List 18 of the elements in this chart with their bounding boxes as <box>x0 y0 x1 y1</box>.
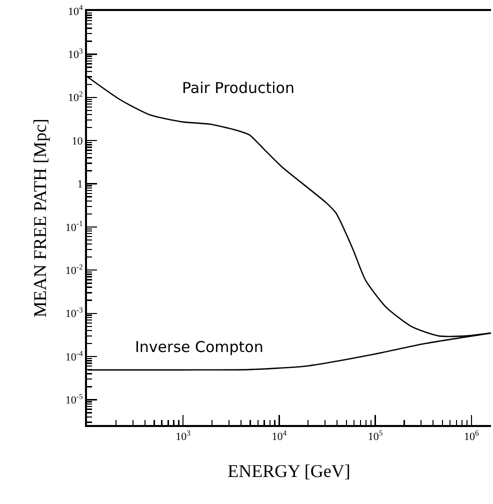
y-tick-label: 10$^{-4}$ <box>65 348 83 364</box>
x-tick-label: 10$^{3}$ <box>176 428 191 444</box>
y-tick-label: 10$^{-3}$ <box>65 306 83 320</box>
y-tick-label: 10$^{2}$ <box>68 90 83 104</box>
x-tick-label: 10$^{6}$ <box>464 428 479 444</box>
y-tick-label: 10$^{-5}$ <box>65 392 83 407</box>
series-label: Pair Production <box>182 79 294 97</box>
y-tick-label: 10$^{3}$ <box>68 46 83 62</box>
y-tick-label: 10 <box>72 135 84 148</box>
x-tick-label: 10$^{4}$ <box>272 428 287 444</box>
x-axis-title: ENERGY [GeV] <box>228 460 350 481</box>
y-tick-label: 1 <box>77 178 83 191</box>
series-label: Inverse Compton <box>135 338 264 356</box>
y-tick-label: 10$^{-2}$ <box>65 262 83 277</box>
y-axis-title: MEAN FREE PATH [Mpc] <box>30 118 50 318</box>
y-tick-label: 10$^{4}$ <box>68 3 83 18</box>
x-tick-label: 10$^{5}$ <box>368 428 383 444</box>
y-tick-label: 10$^{-1}$ <box>65 219 83 234</box>
